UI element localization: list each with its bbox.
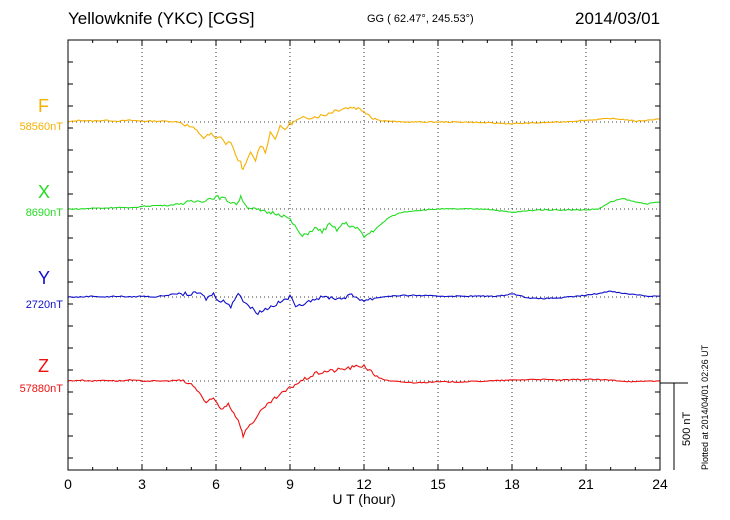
scale-bar-label: 500 nT <box>681 411 693 446</box>
x-tick-label-0: 0 <box>64 476 72 492</box>
baselines <box>68 121 660 382</box>
series-line-Z <box>67 363 661 440</box>
date-label: 2014/03/01 <box>575 9 661 28</box>
series-line-X <box>67 194 661 239</box>
x-tick-label-9: 9 <box>286 476 294 492</box>
channel-letter-F: F <box>38 96 49 116</box>
x-tick-label-18: 18 <box>504 476 520 492</box>
x-tick-label-24: 24 <box>652 476 668 492</box>
channel-baseline-X: 8690nT <box>25 207 63 219</box>
channel-letter-Y: Y <box>38 268 51 288</box>
scale-bar: 500 nT <box>660 382 693 470</box>
channel-letter-Z: Z <box>38 356 49 376</box>
series-line-Y <box>67 290 661 316</box>
grid-lines <box>141 40 587 470</box>
geographic-coordinates: GG ( 62.47°, 245.53°) <box>367 13 474 25</box>
channel-baseline-Z: 57880nT <box>19 383 63 395</box>
channel-baseline-F: 58560nT <box>19 121 63 133</box>
x-tick-label-6: 6 <box>212 476 220 492</box>
series-line-F <box>67 106 661 171</box>
x-tick-label-21: 21 <box>578 476 594 492</box>
channel-baseline-Y: 2720nT <box>25 299 63 311</box>
series-lines <box>67 106 661 440</box>
x-tick-label-12: 12 <box>356 476 372 492</box>
axis-ticks: 0 3 6 9 12 15 18 21 24 <box>64 40 668 492</box>
x-tick-label-3: 3 <box>138 476 146 492</box>
x-axis-label: U T (hour) <box>332 491 395 507</box>
channel-letter-X: X <box>38 182 51 202</box>
station-title: Yellowknife (YKC) [CGS] <box>68 9 255 28</box>
x-tick-label-15: 15 <box>430 476 446 492</box>
